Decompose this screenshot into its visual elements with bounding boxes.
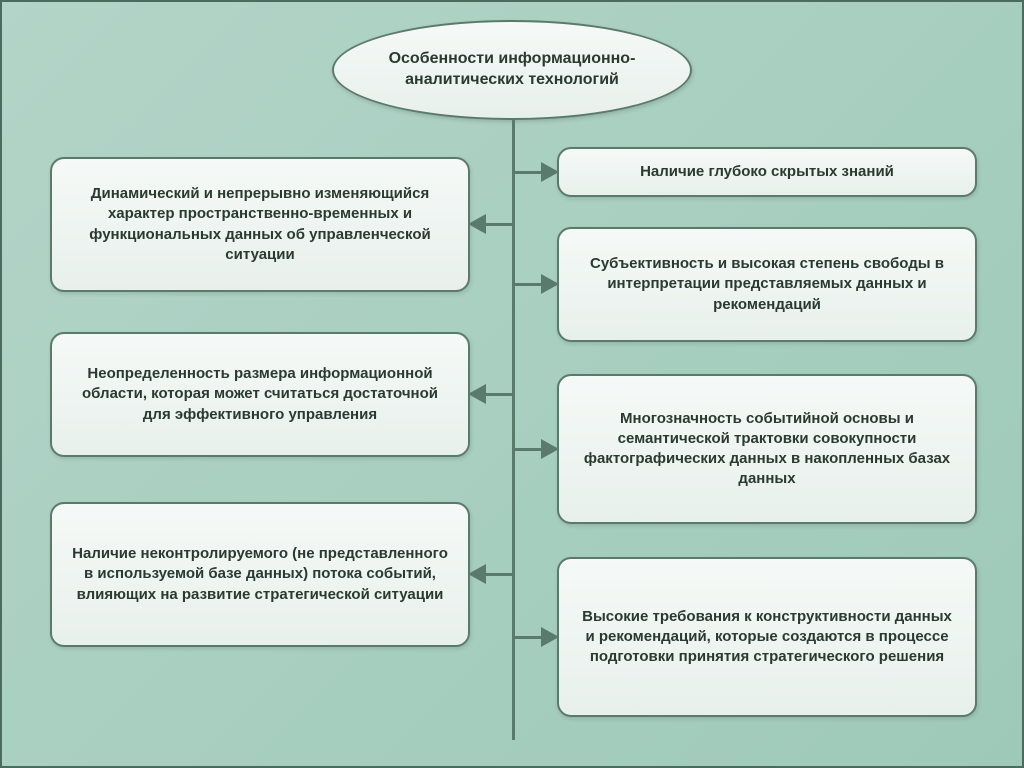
feature-box-l1: Динамический и непрерывно изменяющийся х… <box>50 157 470 292</box>
connector-r2 <box>514 283 541 286</box>
feature-text-r2: Субъективность и высокая степень свободы… <box>577 254 957 315</box>
feature-text-l3: Наличие неконтролируемого (не представле… <box>70 544 450 605</box>
connector-l3 <box>486 573 512 576</box>
feature-box-r1: Наличие глубоко скрытых знаний <box>557 147 977 197</box>
connector-r4 <box>514 636 541 639</box>
title-ellipse: Особенности информационно-аналитических … <box>332 20 692 120</box>
arrow-r4 <box>541 627 559 647</box>
connector-r3 <box>514 448 541 451</box>
arrow-r1 <box>541 162 559 182</box>
feature-box-l2: Неопределенность размера информационной … <box>50 332 470 457</box>
arrow-r2 <box>541 274 559 294</box>
feature-text-r1: Наличие глубоко скрытых знаний <box>640 162 894 182</box>
central-stem <box>512 120 515 740</box>
feature-box-l3: Наличие неконтролируемого (не представле… <box>50 502 470 647</box>
arrow-r3 <box>541 439 559 459</box>
feature-text-l2: Неопределенность размера информационной … <box>70 364 450 425</box>
feature-box-r3: Многозначность событийной основы и семан… <box>557 374 977 524</box>
connector-r1 <box>514 171 541 174</box>
arrow-l1 <box>468 214 486 234</box>
connector-l2 <box>486 393 512 396</box>
feature-box-r4: Высокие требования к конструктивности да… <box>557 557 977 717</box>
connector-l1 <box>486 223 512 226</box>
title-text: Особенности информационно-аналитических … <box>364 49 660 91</box>
feature-text-l1: Динамический и непрерывно изменяющийся х… <box>70 184 450 265</box>
arrow-l2 <box>468 384 486 404</box>
feature-text-r4: Высокие требования к конструктивности да… <box>577 607 957 668</box>
feature-text-r3: Многозначность событийной основы и семан… <box>577 409 957 490</box>
arrow-l3 <box>468 564 486 584</box>
feature-box-r2: Субъективность и высокая степень свободы… <box>557 227 977 342</box>
